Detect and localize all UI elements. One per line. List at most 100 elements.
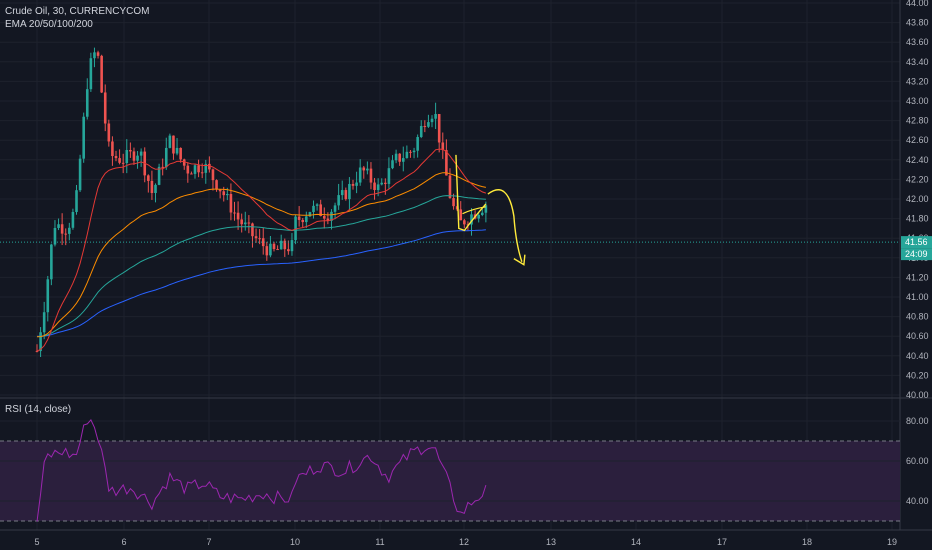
candle-body: [251, 223, 254, 237]
candle: [322, 207, 326, 229]
candle: [373, 177, 376, 200]
candle: [261, 227, 265, 255]
candle-body: [344, 190, 348, 200]
candle-body: [301, 219, 305, 223]
candle-body: [333, 205, 337, 212]
candle-body: [222, 191, 226, 196]
candle: [240, 213, 243, 233]
candle-body: [175, 147, 179, 154]
candle: [100, 54, 103, 94]
ema-200-line: [37, 229, 486, 337]
candle-body: [42, 312, 46, 333]
candle-body: [441, 142, 445, 151]
candle-body: [218, 189, 222, 192]
price-axis-label: 43.40: [906, 57, 929, 67]
candle-body: [315, 204, 319, 206]
price-axis-label: 41.20: [906, 272, 929, 282]
candle: [427, 114, 430, 128]
candle: [111, 136, 114, 166]
candle-body: [93, 52, 96, 59]
time-axis-label: 7: [206, 537, 211, 547]
candle: [139, 148, 143, 167]
candle: [125, 139, 129, 174]
price-axis-label: 40.20: [906, 370, 929, 380]
candle-body: [147, 175, 150, 181]
price-axis-label: 43.80: [906, 18, 929, 28]
candle-body: [430, 118, 434, 123]
candle: [114, 150, 118, 162]
time-axis-label: 6: [121, 537, 126, 547]
candle: [233, 201, 236, 221]
candle-body: [85, 89, 89, 117]
candle-body: [434, 114, 437, 119]
candle: [68, 222, 71, 241]
candle-body: [64, 233, 68, 235]
candle-body: [419, 125, 423, 138]
price-axis-label: 42.00: [906, 194, 929, 204]
candle: [269, 235, 272, 258]
price-axis-label: 43.20: [906, 76, 929, 86]
countdown-tag: [901, 248, 932, 261]
candle: [340, 180, 344, 200]
candle: [218, 189, 222, 199]
candle: [64, 228, 68, 246]
candle-body: [322, 216, 326, 219]
candle: [229, 183, 233, 221]
candle: [121, 153, 125, 174]
price-axis-label: 41.00: [906, 292, 929, 302]
time-axis-label: 14: [631, 537, 641, 547]
candle: [78, 154, 82, 193]
candle-body: [376, 184, 380, 191]
candle-body: [53, 227, 57, 245]
candle: [42, 301, 46, 340]
candle-body: [412, 150, 416, 153]
candle: [75, 184, 78, 215]
candle: [96, 50, 100, 59]
candle-body: [211, 169, 215, 181]
candle: [258, 229, 261, 245]
candle-body: [380, 182, 384, 185]
price-axis-label: 44.00: [906, 0, 929, 8]
candle-body: [136, 155, 139, 161]
time-axis-label: 17: [717, 537, 727, 547]
candle-body: [182, 159, 186, 166]
candle: [384, 178, 387, 195]
ema-50-line: [36, 172, 487, 338]
candle-body: [240, 219, 243, 225]
candle: [290, 233, 294, 256]
candle-body: [269, 243, 272, 256]
price-axis-label: 43.60: [906, 37, 929, 47]
candle: [161, 158, 164, 176]
price-axis-label: 40.60: [906, 331, 929, 341]
candle-body: [132, 151, 136, 161]
candle-body: [312, 205, 315, 213]
candle: [179, 147, 182, 163]
countdown-tag-text: 24:09: [905, 249, 928, 259]
candle: [333, 202, 337, 220]
price-axis-label: 42.60: [906, 135, 929, 145]
candle: [337, 183, 340, 210]
candle-body: [319, 204, 322, 217]
candle-body: [258, 238, 261, 240]
rsi-axis-label: 80.00: [906, 416, 929, 426]
candle-body: [179, 147, 182, 160]
candle-body: [125, 150, 129, 164]
candle-body: [455, 206, 459, 210]
candle: [315, 203, 319, 211]
candle-body: [193, 165, 197, 174]
candle: [445, 139, 448, 176]
candle-body: [57, 224, 60, 228]
candle-body: [337, 195, 340, 206]
candle: [190, 171, 193, 175]
candle: [394, 149, 398, 164]
candle: [118, 149, 121, 165]
candle-body: [470, 214, 473, 225]
time-axis-label: 19: [887, 537, 897, 547]
candle: [272, 241, 276, 252]
candle: [398, 153, 401, 166]
candle: [283, 238, 287, 257]
candle: [297, 206, 301, 227]
candle-body: [168, 135, 172, 148]
candle: [344, 187, 348, 201]
